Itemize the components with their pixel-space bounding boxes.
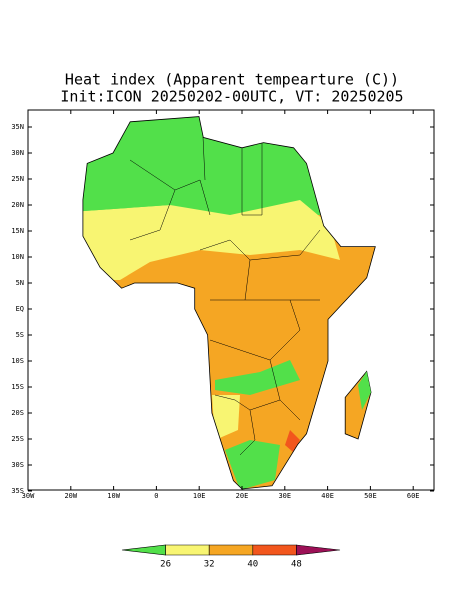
borders — [129, 136, 321, 456]
lon-label: 50E — [364, 492, 377, 500]
colorbar-segment — [165, 544, 210, 556]
lat-label: EQ — [16, 305, 24, 313]
lon-label: 20E — [236, 492, 249, 500]
lon-label: 30W — [22, 492, 35, 500]
lat-label: 30S — [11, 461, 24, 469]
lon-label: 40E — [321, 492, 334, 500]
lat-label: 35N — [11, 123, 24, 131]
lat-label: 10N — [11, 253, 24, 261]
lon-label: 0 — [154, 492, 158, 500]
lat-label: 5N — [16, 279, 24, 287]
lon-label: 10E — [193, 492, 206, 500]
lon-label: 10W — [107, 492, 120, 500]
lon-label: 20W — [64, 492, 77, 500]
madagascar-green — [358, 371, 371, 410]
colorbar-label: 26 — [160, 560, 171, 570]
lat-label: 25N — [11, 175, 24, 183]
lat-label: 20N — [11, 201, 24, 209]
lon-label: 30E — [278, 492, 291, 500]
colorbar-label: 40 — [247, 560, 258, 570]
lat-label: 10S — [11, 357, 24, 365]
lat-label: 25S — [11, 435, 24, 443]
lat-label: 15N — [11, 227, 24, 235]
lat-label: 30N — [11, 149, 24, 157]
colorbar-segment — [252, 544, 297, 556]
colorbar-label: 32 — [204, 560, 215, 570]
colorbar-label: 48 — [291, 560, 302, 570]
colorbar-segment — [121, 544, 166, 556]
colorbar-segment — [208, 544, 254, 556]
lat-label: 5S — [16, 331, 24, 339]
colorbar-segment — [296, 544, 341, 556]
title-line-2: Init:ICON 20250202-00UTC, VT: 20250205 — [60, 88, 403, 106]
lat-label: 15S — [11, 383, 24, 391]
title-line-1: Heat index (Apparent tempearture (C)) — [65, 71, 399, 89]
lat-label: 35S — [11, 487, 24, 495]
lat-label: 20S — [11, 409, 24, 417]
coastline — [82, 116, 376, 490]
lon-label: 60E — [407, 492, 420, 500]
